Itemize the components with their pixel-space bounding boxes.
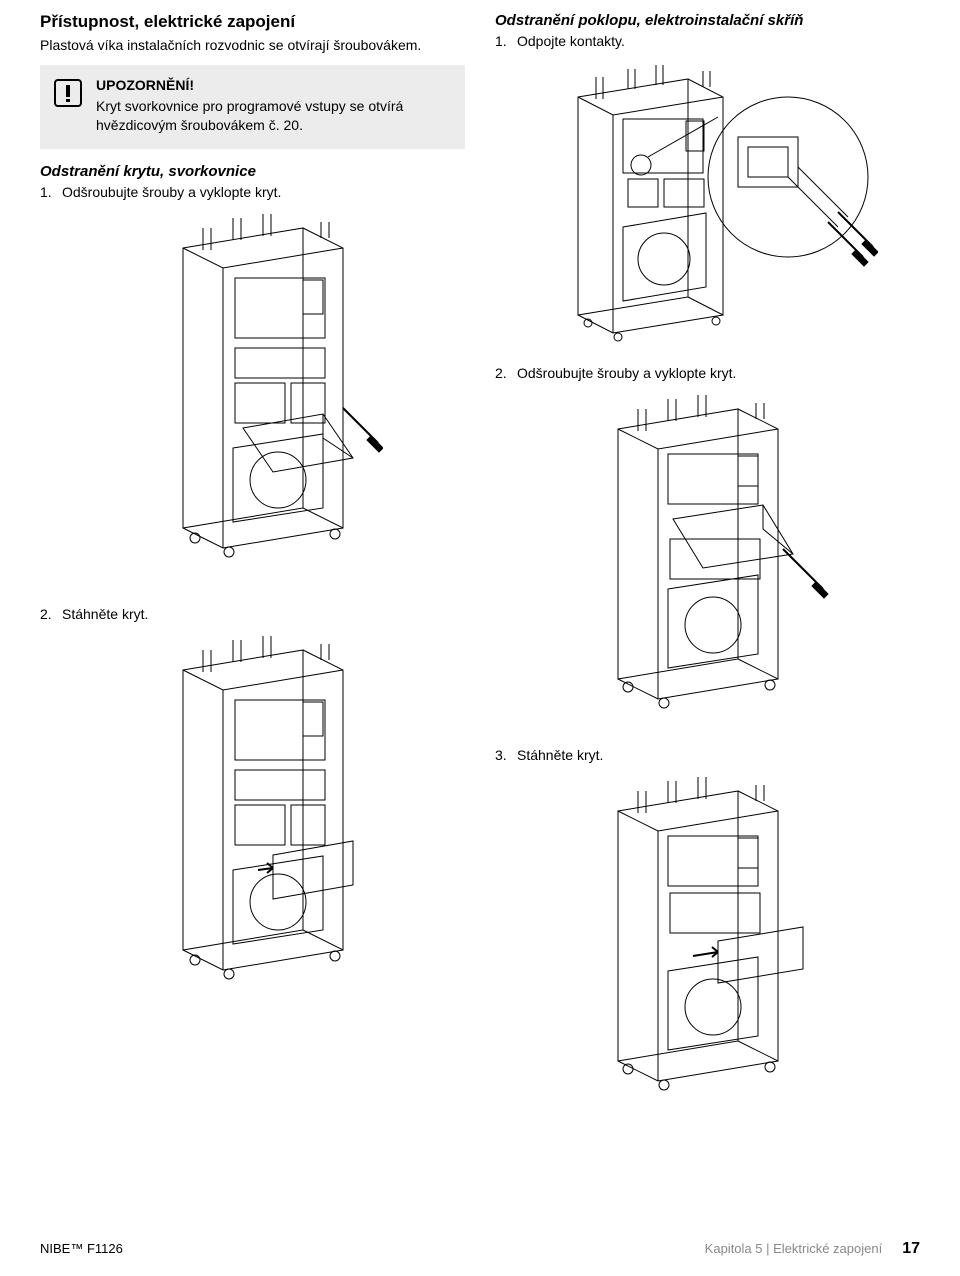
left-step-1: 1. Odšroubujte šrouby a vyklopte kryt. [40,184,465,200]
step-text: Stáhněte kryt. [62,606,148,622]
page-footer: NIBE™ F1126 Kapitola 5 | Elektrické zapo… [40,1240,920,1258]
notice-title: UPOZORNĚNÍ! [96,77,451,93]
subheading-left: Odstranění krytu, svorkovnice [40,163,465,180]
footer-product: NIBE™ F1126 [40,1241,123,1256]
step-number: 1. [40,184,62,200]
right-step-1: 1. Odpojte kontakty. [495,33,920,49]
section-title: Přístupnost, elektrické zapojení [40,12,465,32]
step-number: 3. [495,747,517,763]
step-text: Odšroubujte šrouby a vyklopte kryt. [517,365,736,381]
subheading-right: Odstranění poklopu, elektroinstalační sk… [495,12,920,29]
notice-box: UPOZORNĚNÍ! Kryt svorkovnice pro program… [40,65,465,149]
footer-page-number: 17 [902,1240,920,1258]
step-number: 2. [40,606,62,622]
illustration-right-2 [495,389,920,729]
step-number: 2. [495,365,517,381]
step-text: Odpojte kontakty. [517,33,625,49]
illustration-right-1 [495,57,920,347]
illustration-left-2 [40,630,465,1010]
right-column: Odstranění poklopu, elektroinstalační sk… [495,12,920,1129]
right-step-2: 2. Odšroubujte šrouby a vyklopte kryt. [495,365,920,381]
step-text: Stáhněte kryt. [517,747,603,763]
notice-body: Kryt svorkovnice pro programové vstupy s… [96,97,451,135]
left-step-2: 2. Stáhněte kryt. [40,606,465,622]
left-column: Přístupnost, elektrické zapojení Plastov… [40,12,465,1129]
illustration-left-1 [40,208,465,588]
intro-text: Plastová víka instalačních rozvodnic se … [40,36,465,55]
illustration-right-3 [495,771,920,1111]
warning-icon [54,79,82,107]
right-step-3: 3. Stáhněte kryt. [495,747,920,763]
step-text: Odšroubujte šrouby a vyklopte kryt. [62,184,281,200]
step-number: 1. [495,33,517,49]
footer-chapter: Kapitola 5 | Elektrické zapojení [705,1241,883,1256]
